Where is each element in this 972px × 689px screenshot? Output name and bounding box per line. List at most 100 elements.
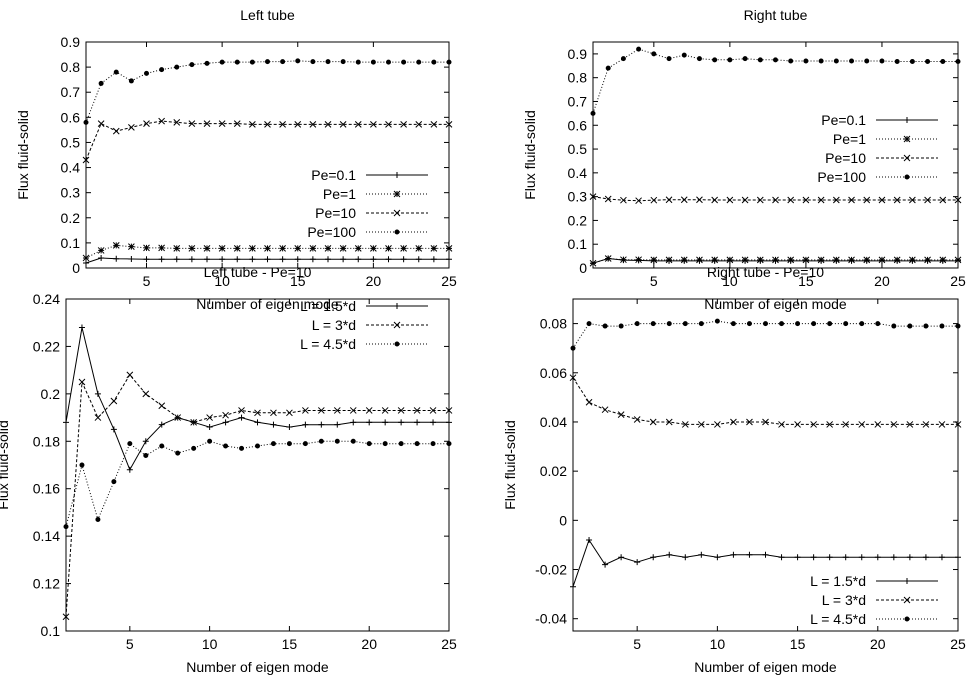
data-point [604, 255, 612, 262]
data-point [787, 196, 795, 204]
data-point [650, 321, 656, 327]
y-tick-label: 0.6 [568, 117, 588, 133]
data-point [279, 256, 286, 263]
data-point [665, 196, 673, 204]
data-point [875, 321, 881, 327]
data-point [175, 450, 181, 456]
y-tick-label: 0.3 [61, 185, 81, 201]
data-point [730, 418, 737, 426]
data-point [158, 117, 165, 125]
legend-label: Pe=1 [833, 131, 866, 147]
data-point [158, 256, 165, 263]
data-point [219, 256, 226, 263]
data-point [955, 554, 961, 561]
data-point [265, 59, 270, 65]
data-point [310, 59, 316, 65]
data-point [698, 321, 704, 327]
y-tick-label: 0.1 [41, 623, 61, 639]
data-point [158, 421, 165, 428]
data-point [924, 256, 931, 264]
data-point [414, 419, 421, 426]
data-point [682, 321, 688, 327]
y-tick-label: 0.3 [568, 189, 588, 205]
data-point [939, 323, 945, 329]
data-point [370, 256, 377, 263]
data-point [317, 407, 325, 414]
data-point [309, 121, 317, 128]
x-tick-label: 5 [126, 636, 134, 652]
data-point [827, 321, 833, 327]
y-tick-label: 0.2 [61, 210, 81, 226]
data-point [589, 259, 597, 267]
data-point [665, 418, 673, 426]
data-point [818, 58, 824, 64]
data-point [143, 453, 149, 459]
data-point [365, 407, 373, 414]
series-3 [570, 318, 961, 351]
data-point [697, 421, 705, 428]
data-point [778, 421, 785, 428]
data-point [431, 59, 437, 65]
data-point [286, 441, 292, 447]
data-point [633, 416, 641, 423]
x-tick-label: 5 [633, 636, 641, 652]
data-point [445, 121, 453, 128]
legend-marker [394, 229, 400, 235]
legend: L = 1.5*d L = 3*d L = 4.5*d [810, 573, 938, 627]
data-point [430, 256, 437, 263]
data-point [635, 197, 642, 205]
series-1 [63, 324, 452, 473]
data-point [339, 121, 347, 128]
data-point [286, 424, 293, 431]
data-point [817, 256, 825, 264]
legend-marker [393, 321, 401, 329]
legend-label: L = 3*d [312, 317, 356, 333]
data-point [110, 426, 117, 433]
data-point [174, 414, 182, 421]
data-point [264, 245, 271, 252]
data-point [191, 445, 197, 451]
legend-marker [904, 616, 910, 622]
y-tick-label: 0.7 [568, 93, 588, 109]
data-point [893, 196, 901, 204]
data-point [324, 245, 332, 252]
data-point [832, 196, 840, 204]
data-point [570, 583, 576, 590]
data-point [173, 245, 181, 252]
data-point [634, 321, 640, 327]
data-point [128, 243, 135, 251]
data-point [264, 121, 271, 128]
data-point [650, 256, 658, 264]
data-point [826, 421, 834, 428]
data-point [415, 121, 423, 128]
data-point [295, 58, 301, 64]
data-point [906, 421, 914, 428]
data-point [238, 414, 245, 421]
legend: L = 1.5*d L = 3*d L = 4.5*d [300, 298, 428, 352]
x-tick-label: 10 [202, 636, 218, 652]
data-point [204, 60, 210, 66]
x-tick-label: 15 [790, 636, 806, 652]
data-point [206, 414, 213, 421]
data-point [954, 256, 962, 264]
plot-frame [85, 41, 450, 269]
x-tick-label: 20 [870, 636, 886, 652]
data-point [264, 256, 271, 263]
data-point [711, 256, 719, 264]
data-point [203, 245, 211, 252]
data-point [79, 462, 85, 468]
data-point [620, 56, 626, 62]
data-point [354, 121, 362, 128]
data-point [173, 256, 180, 263]
data-point [651, 51, 657, 57]
data-point [762, 551, 769, 558]
data-point [617, 411, 625, 418]
y-tick-label: 0.6 [61, 109, 81, 125]
data-point [238, 407, 245, 414]
data-point [620, 256, 627, 264]
data-point [94, 414, 102, 421]
data-point [741, 196, 749, 204]
legend-marker [903, 154, 911, 162]
data-point [585, 398, 593, 406]
data-point [158, 402, 166, 410]
